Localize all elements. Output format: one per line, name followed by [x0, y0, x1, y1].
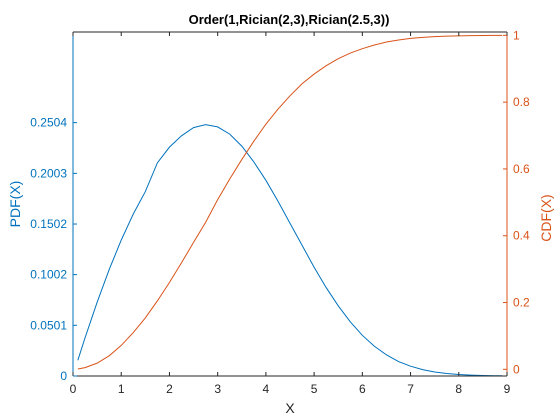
y-left-tick-label: 0.2003 — [30, 166, 67, 180]
x-tick-label: 2 — [166, 382, 173, 396]
x-tick-label: 1 — [118, 382, 125, 396]
y-right-axis-label: CDF(X) — [538, 194, 554, 241]
y-right-tick-label: 0.6 — [513, 162, 530, 176]
y-left-ticks: 0 0.0501 0.1002 0.1502 0.2003 0.2504 — [30, 116, 77, 383]
y-left-tick-label: 0.2504 — [30, 116, 67, 130]
y-left-tick-label: 0.1502 — [30, 217, 67, 231]
x-tick-label: 5 — [311, 382, 318, 396]
y-right-tick-label: 0.8 — [513, 95, 530, 109]
x-tick-label: 9 — [504, 382, 511, 396]
x-ticks: 0 1 2 3 4 5 6 7 8 9 — [70, 32, 511, 396]
y-left-tick-label: 0.1002 — [30, 268, 67, 282]
y-right-tick-label: 0.2 — [513, 296, 530, 310]
x-tick-label: 3 — [214, 382, 221, 396]
y-right-tick-label: 0.4 — [513, 229, 530, 243]
x-tick-label: 8 — [455, 382, 462, 396]
x-tick-label: 0 — [70, 382, 77, 396]
y-left-axis-label: PDF(X) — [7, 181, 23, 228]
cdf-line — [77, 34, 503, 370]
series-layer — [77, 34, 503, 377]
y-right-ticks: 0 0.2 0.4 0.6 0.8 1 — [503, 28, 530, 376]
x-tick-label: 4 — [263, 382, 270, 396]
x-tick-label: 7 — [407, 382, 414, 396]
x-axis-label: X — [285, 400, 295, 416]
y-left-tick-label: 0 — [60, 369, 67, 383]
y-left-tick-label: 0.0501 — [30, 318, 67, 332]
pdf-line — [77, 124, 503, 377]
x-tick-label: 6 — [359, 382, 366, 396]
y-right-tick-label: 1 — [513, 28, 520, 42]
chart-title: Order(1,Rician(2,3),Rician(2.5,3)) — [189, 12, 390, 27]
y-right-tick-label: 0 — [513, 362, 520, 376]
